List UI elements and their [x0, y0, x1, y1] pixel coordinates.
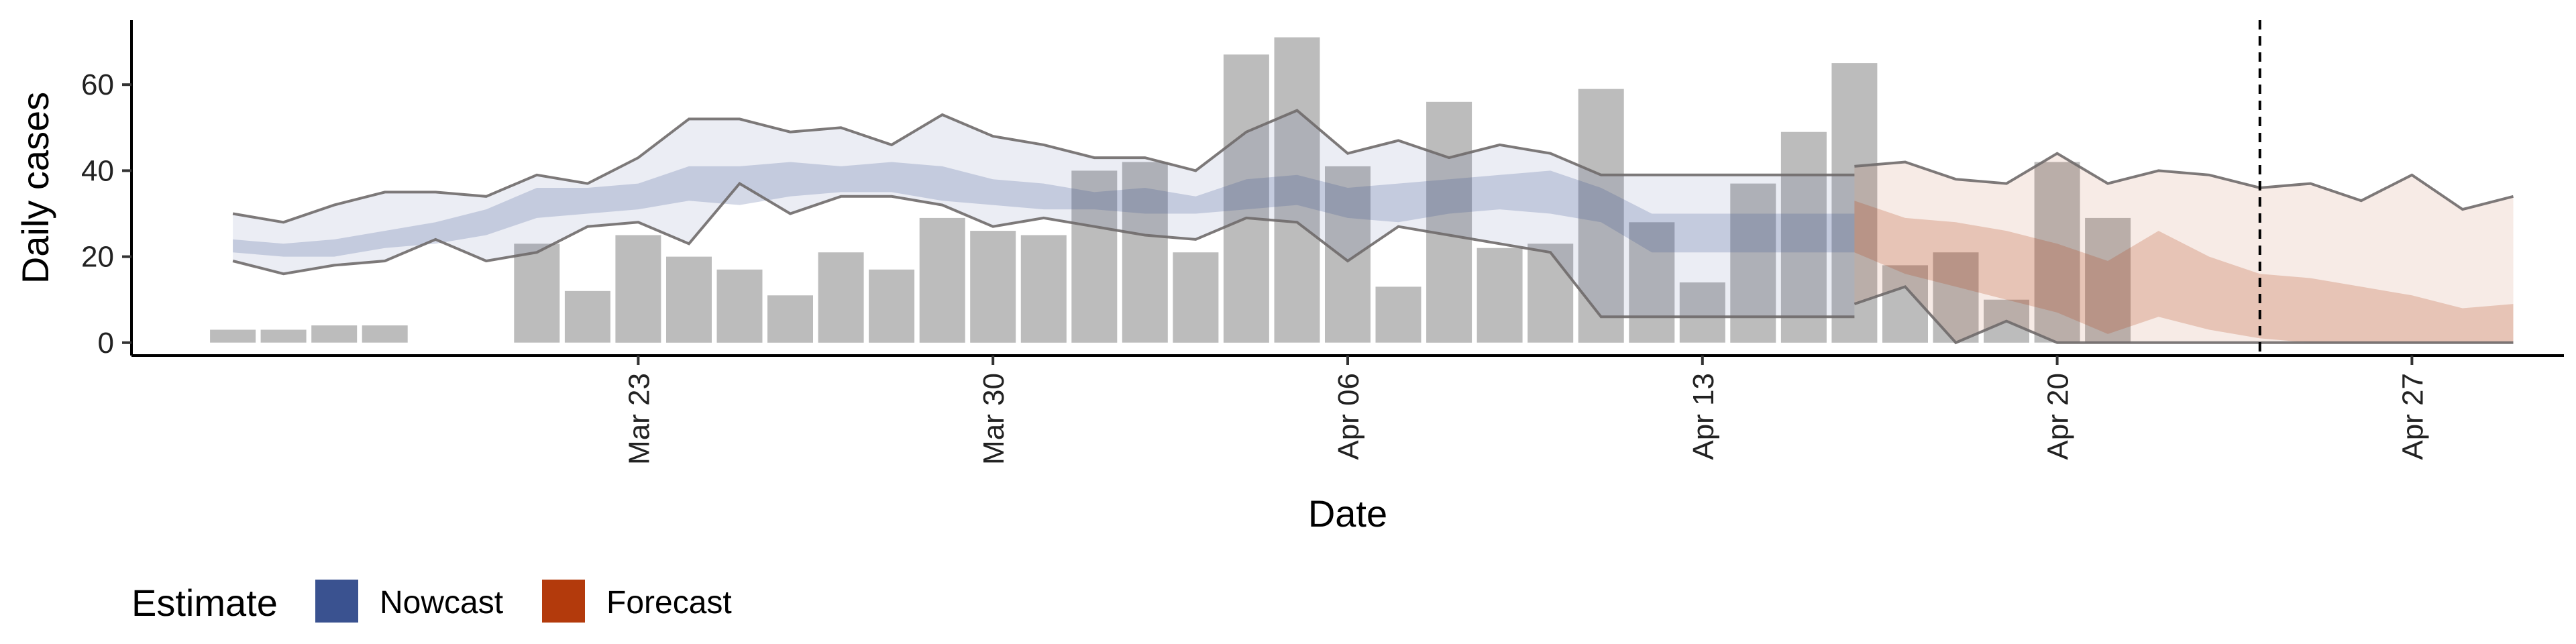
case-bar: [311, 325, 358, 343]
x-tick-label: Mar 23: [623, 373, 655, 465]
legend-swatch-forecast: [542, 580, 585, 623]
x-ticks: Mar 23 Mar 30 Apr 06 Apr 13 Apr 20 Apr 27: [623, 356, 2429, 465]
case-bar: [1020, 235, 1067, 343]
forecast-upper-line: [1854, 152, 2514, 211]
forecast-lower-line: [1854, 285, 2514, 345]
case-bar: [1071, 170, 1118, 343]
case-bar: [1831, 63, 1878, 343]
forecast-band-90: [1854, 153, 2514, 343]
estimate-bands: [232, 109, 2514, 345]
y-tick-label: 20: [81, 241, 114, 274]
nowcast-lower-line: [232, 182, 1855, 319]
case-bar: [1325, 166, 1371, 343]
x-tick-label: Apr 20: [2042, 373, 2075, 460]
case-bar: [1375, 286, 1421, 343]
legend-label-forecast: Forecast: [606, 585, 732, 621]
case-bar: [666, 256, 712, 343]
y-tick-label: 0: [98, 327, 114, 360]
case-bar: [1223, 54, 1269, 343]
x-axis-title: Date: [1308, 492, 1387, 535]
case-bar: [210, 329, 256, 343]
case-bar: [970, 231, 1016, 343]
legend-swatch-nowcast: [315, 580, 358, 623]
nowcast-band-90: [233, 110, 1855, 317]
case-bar: [260, 329, 307, 343]
case-bar: [716, 269, 763, 343]
case-bar: [1578, 89, 1624, 343]
case-bar: [2034, 162, 2080, 343]
y-tick-label: 60: [81, 68, 114, 101]
case-bar: [2085, 217, 2131, 343]
forecast-band-50: [1854, 201, 2514, 343]
y-axis-title: Daily cases: [14, 92, 56, 284]
case-bar: [615, 235, 661, 343]
case-bar: [767, 295, 813, 343]
case-bar: [514, 244, 560, 343]
x-tick-label: Mar 30: [977, 373, 1010, 465]
legend-label-nowcast: Nowcast: [380, 585, 503, 621]
case-bar: [1274, 37, 1320, 343]
case-bar: [1629, 222, 1675, 343]
case-bar: [1780, 131, 1827, 343]
y-tick-label: 40: [81, 154, 114, 187]
case-bar: [919, 217, 965, 343]
case-bar: [1426, 101, 1472, 343]
case-bar: [1122, 162, 1168, 343]
case-bar: [818, 252, 864, 343]
x-tick-label: Apr 06: [1332, 373, 1365, 460]
case-bar: [1173, 252, 1219, 343]
case-bar: [1527, 244, 1574, 343]
y-ticks: 0 20 40 60: [81, 68, 131, 360]
case-bar: [1477, 248, 1523, 343]
x-tick-label: Apr 13: [1687, 373, 1720, 460]
case-bar: [1679, 282, 1725, 343]
case-bar: [362, 325, 408, 343]
x-tick-label: Apr 27: [2396, 373, 2429, 460]
case-bar: [564, 290, 610, 343]
case-bars: [210, 37, 2131, 343]
case-bar: [869, 269, 915, 343]
nowcast-upper-line: [232, 109, 1855, 224]
legend: Estimate Nowcast Forecast: [131, 580, 732, 624]
legend-title: Estimate: [131, 582, 278, 624]
nowcast-band-50: [233, 162, 1855, 257]
